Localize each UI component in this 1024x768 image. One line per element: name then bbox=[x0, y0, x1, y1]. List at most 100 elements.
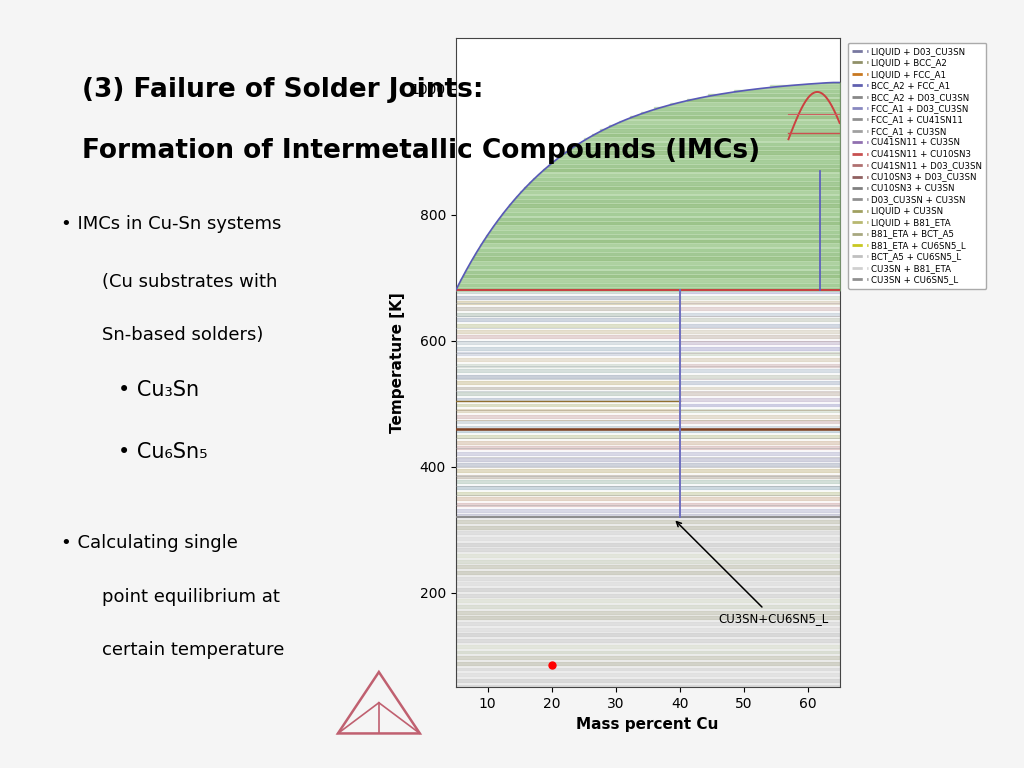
Bar bbox=[456, 329, 680, 333]
Bar bbox=[534, 178, 840, 180]
Bar bbox=[468, 266, 840, 268]
Bar bbox=[456, 617, 840, 619]
Bar bbox=[680, 426, 840, 429]
Bar bbox=[564, 151, 840, 154]
Bar bbox=[456, 611, 840, 614]
Bar bbox=[456, 319, 680, 321]
Bar bbox=[478, 249, 840, 250]
Bar bbox=[680, 403, 840, 406]
Bar bbox=[734, 90, 840, 92]
Bar bbox=[456, 486, 840, 489]
Bar bbox=[456, 415, 680, 418]
Text: (Cu substrates with: (Cu substrates with bbox=[102, 273, 278, 290]
Bar bbox=[680, 307, 840, 310]
Legend: LIQUID + D03_CU3SN, LIQUID + BCC_A2, LIQUID + FCC_A1, BCC_A2 + FCC_A1, BCC_A2 + : LIQUID + D03_CU3SN, LIQUID + BCC_A2, LIQ… bbox=[848, 43, 986, 289]
Bar bbox=[456, 381, 680, 384]
Bar bbox=[473, 257, 840, 260]
Bar bbox=[520, 191, 840, 194]
Bar bbox=[609, 125, 840, 127]
Bar bbox=[680, 353, 840, 356]
Bar bbox=[456, 375, 680, 378]
Bar bbox=[708, 94, 840, 96]
Bar bbox=[585, 138, 840, 141]
Bar bbox=[630, 116, 840, 118]
Bar bbox=[456, 577, 840, 580]
Bar bbox=[456, 364, 680, 366]
Bar bbox=[680, 290, 840, 293]
Bar bbox=[456, 515, 840, 517]
Bar bbox=[528, 182, 840, 184]
Text: Sn-based solders): Sn-based solders) bbox=[102, 326, 264, 344]
Bar bbox=[456, 582, 840, 585]
Bar bbox=[680, 329, 840, 333]
Bar bbox=[456, 554, 840, 557]
Bar bbox=[456, 605, 840, 608]
Y-axis label: Temperature [K]: Temperature [K] bbox=[390, 293, 406, 433]
Bar bbox=[463, 275, 840, 277]
Bar bbox=[456, 353, 680, 356]
Bar bbox=[680, 324, 840, 327]
Bar bbox=[456, 421, 680, 423]
Bar bbox=[456, 674, 840, 676]
Bar bbox=[456, 475, 840, 478]
Bar bbox=[618, 121, 840, 123]
Bar bbox=[456, 560, 840, 563]
Bar bbox=[456, 369, 680, 372]
Bar bbox=[456, 403, 680, 406]
Bar bbox=[680, 409, 840, 412]
Bar bbox=[456, 341, 680, 344]
Bar bbox=[509, 204, 840, 207]
Bar bbox=[456, 531, 840, 535]
Bar bbox=[480, 244, 840, 247]
Text: (3) Failure of Solder Joints:: (3) Failure of Solder Joints: bbox=[82, 77, 483, 103]
Bar bbox=[456, 679, 840, 682]
Bar bbox=[680, 381, 840, 384]
Bar bbox=[687, 98, 840, 101]
Text: • Cu₆Sn₅: • Cu₆Sn₅ bbox=[118, 442, 208, 462]
Bar bbox=[456, 520, 840, 523]
Bar bbox=[680, 386, 840, 389]
Bar bbox=[680, 369, 840, 372]
Bar bbox=[600, 130, 840, 131]
Bar bbox=[456, 288, 840, 290]
X-axis label: Mass percent Cu: Mass percent Cu bbox=[577, 717, 719, 732]
Bar bbox=[680, 302, 840, 304]
Bar bbox=[456, 600, 840, 602]
Bar bbox=[456, 588, 840, 591]
Bar bbox=[543, 169, 840, 171]
Bar bbox=[680, 347, 840, 349]
Bar bbox=[680, 313, 840, 316]
Bar bbox=[654, 108, 840, 110]
Bar bbox=[513, 200, 840, 202]
Bar bbox=[456, 452, 840, 455]
Text: CU3SN+CU6SN5_L: CU3SN+CU6SN5_L bbox=[677, 521, 828, 624]
Bar bbox=[456, 667, 840, 670]
Bar bbox=[456, 398, 680, 401]
Text: • Calculating single: • Calculating single bbox=[61, 534, 239, 551]
Bar bbox=[456, 622, 840, 625]
Bar bbox=[456, 307, 680, 310]
Bar bbox=[559, 156, 840, 158]
Bar bbox=[475, 253, 840, 255]
Bar bbox=[770, 85, 840, 88]
Bar bbox=[456, 290, 680, 293]
Bar bbox=[641, 112, 840, 114]
Bar bbox=[456, 571, 840, 574]
Bar bbox=[456, 441, 840, 444]
Bar bbox=[456, 684, 840, 687]
Bar bbox=[486, 235, 840, 237]
Bar bbox=[499, 217, 840, 220]
Bar bbox=[456, 627, 840, 631]
Bar bbox=[456, 650, 840, 654]
Bar bbox=[489, 231, 840, 233]
Bar bbox=[456, 503, 840, 506]
Bar bbox=[456, 386, 680, 389]
Bar bbox=[456, 526, 840, 528]
Bar bbox=[680, 319, 840, 321]
Bar bbox=[578, 143, 840, 145]
Bar bbox=[680, 358, 840, 361]
Bar bbox=[680, 375, 840, 378]
Bar bbox=[456, 469, 840, 472]
Text: point equilibrium at: point equilibrium at bbox=[102, 588, 281, 605]
Bar bbox=[456, 313, 680, 316]
